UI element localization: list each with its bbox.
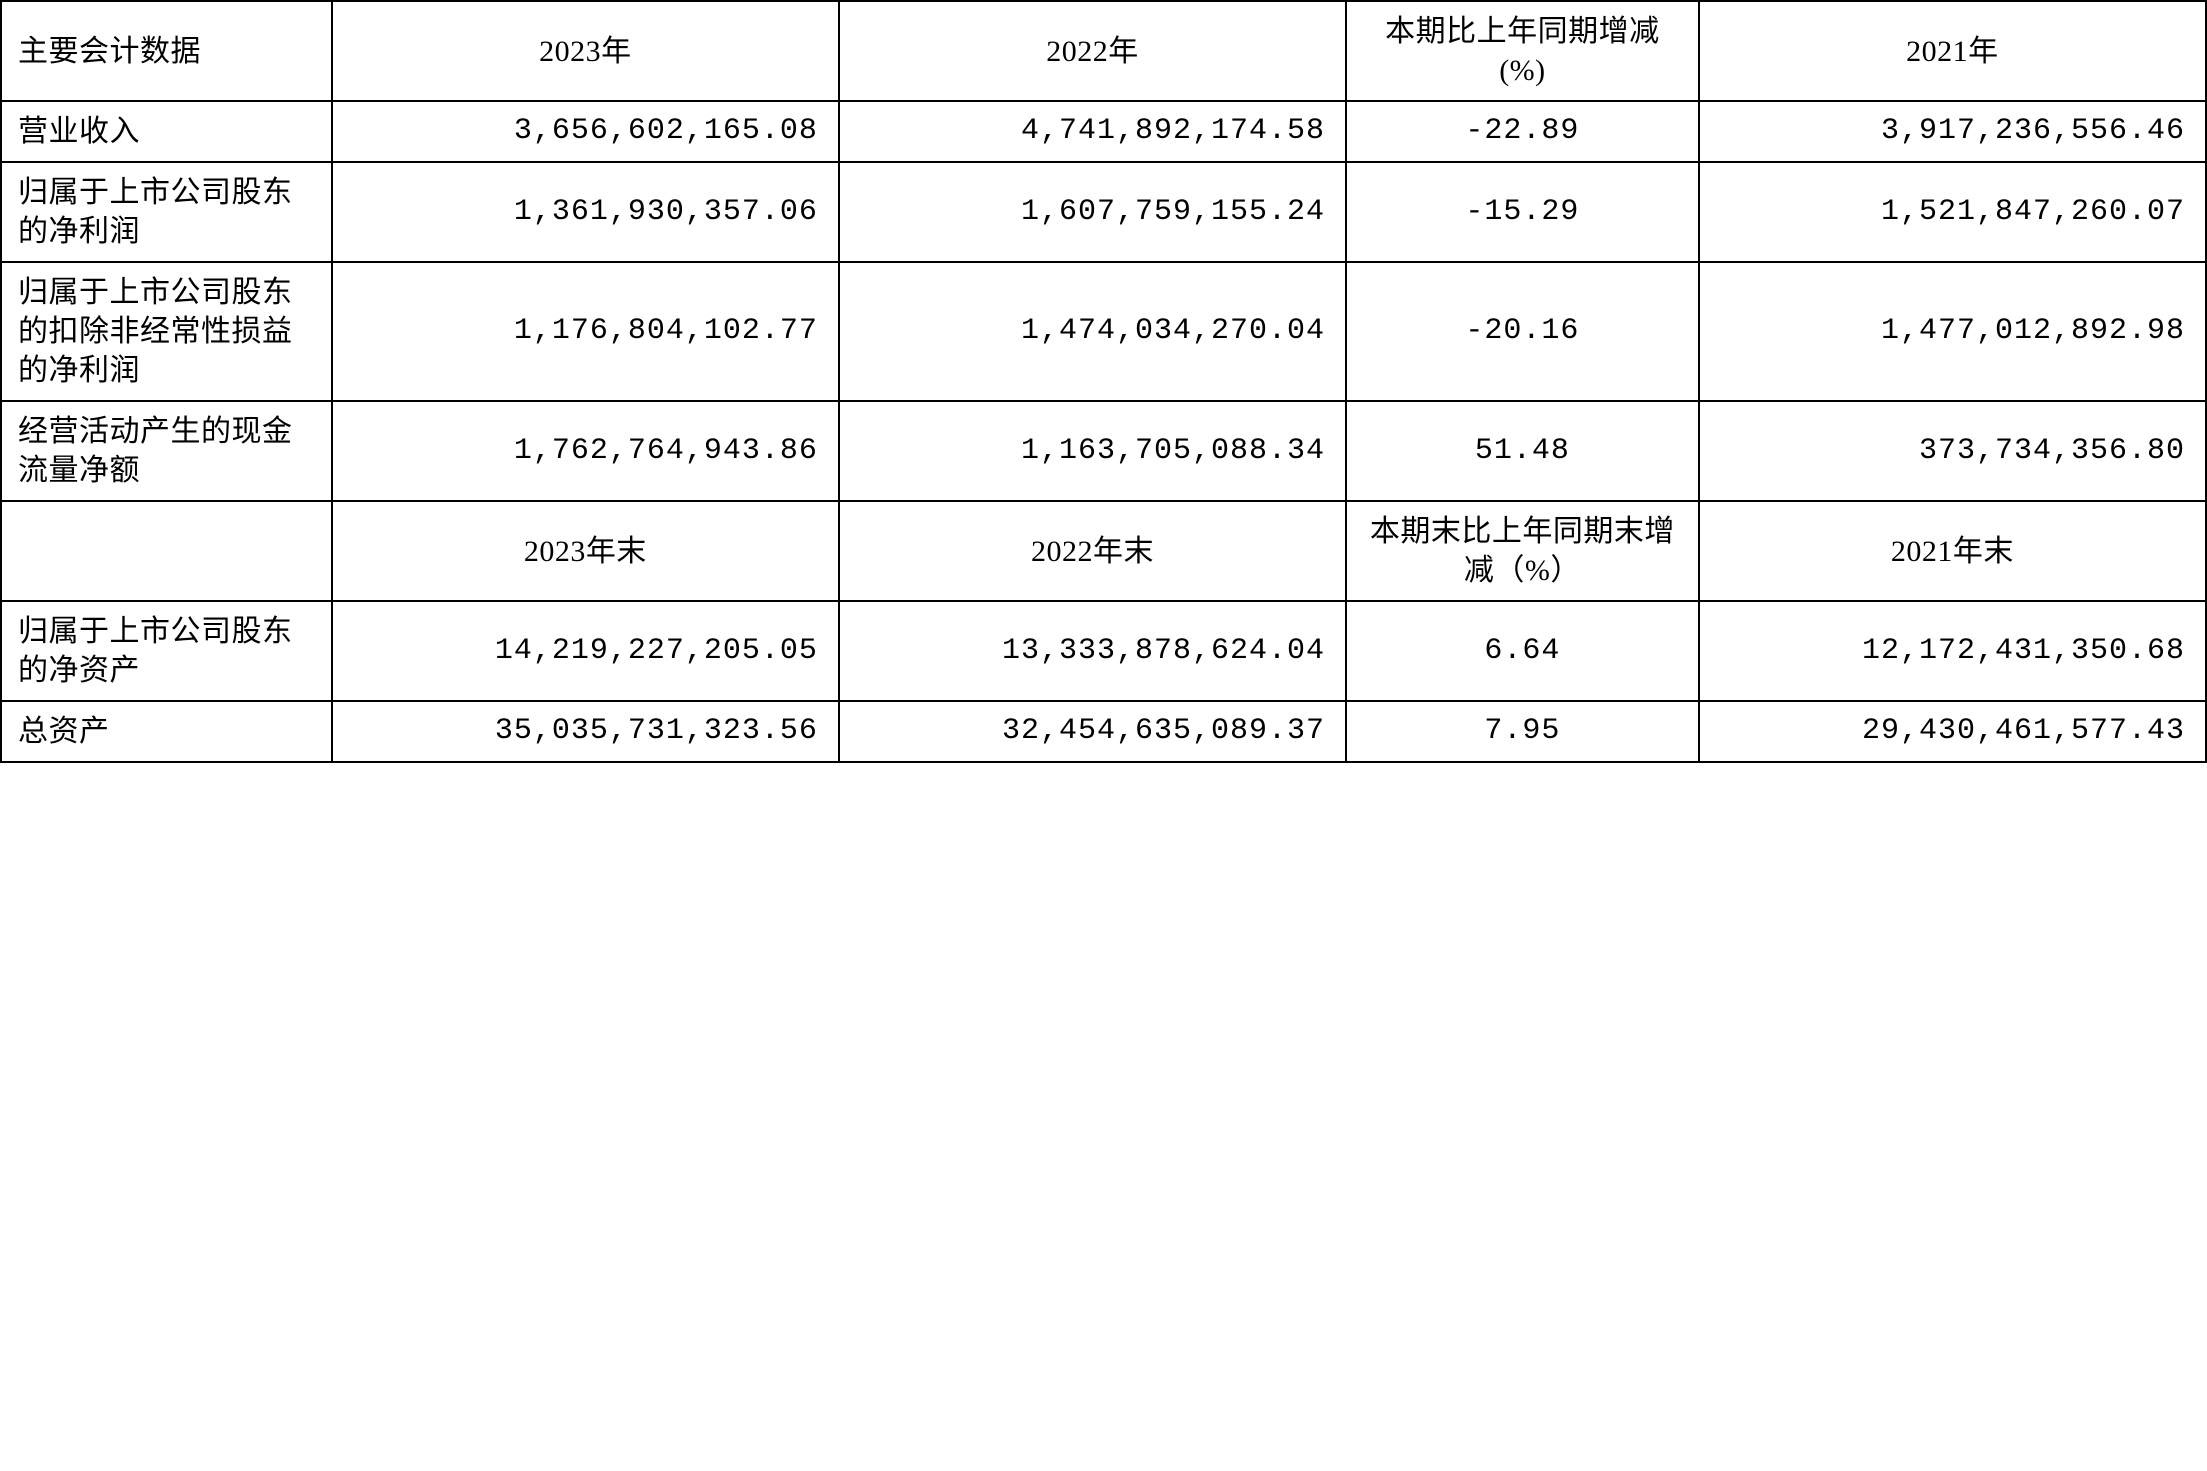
header-label: 主要会计数据 [1,1,332,101]
row-2022: 13,333,878,624.04 [839,601,1346,701]
row-change: 51.48 [1346,401,1699,501]
header-2021: 2021年 [1699,1,2206,101]
header-2022-end: 2022年末 [839,501,1346,601]
row-2022: 1,607,759,155.24 [839,162,1346,262]
row-2021: 1,521,847,260.07 [1699,162,2206,262]
row-change: 6.64 [1346,601,1699,701]
row-label: 总资产 [1,701,332,762]
table-row: 总资产 35,035,731,323.56 32,454,635,089.37 … [1,701,2206,762]
row-label: 归属于上市公司股东的净资产 [1,601,332,701]
row-2023: 14,219,227,205.05 [332,601,839,701]
table-row: 归属于上市公司股东的扣除非经常性损益的净利润 1,176,804,102.77 … [1,262,2206,401]
row-2023: 3,656,602,165.08 [332,101,839,162]
row-2023: 1,361,930,357.06 [332,162,839,262]
row-label: 归属于上市公司股东的扣除非经常性损益的净利润 [1,262,332,401]
header-2021-end: 2021年末 [1699,501,2206,601]
row-2021: 12,172,431,350.68 [1699,601,2206,701]
row-change: -15.29 [1346,162,1699,262]
row-2023: 1,762,764,943.86 [332,401,839,501]
row-change: -20.16 [1346,262,1699,401]
table-row: 营业收入 3,656,602,165.08 4,741,892,174.58 -… [1,101,2206,162]
header-2023-end: 2023年末 [332,501,839,601]
row-2022: 1,474,034,270.04 [839,262,1346,401]
row-2021: 373,734,356.80 [1699,401,2206,501]
row-label: 归属于上市公司股东的净利润 [1,162,332,262]
row-label: 营业收入 [1,101,332,162]
financial-data-table: 主要会计数据 2023年 2022年 本期比上年同期增减(%) 2021年 营业… [0,0,2207,763]
row-2022: 1,163,705,088.34 [839,401,1346,501]
table-header-row-1: 主要会计数据 2023年 2022年 本期比上年同期增减(%) 2021年 [1,1,2206,101]
row-2021: 29,430,461,577.43 [1699,701,2206,762]
table-row: 归属于上市公司股东的净利润 1,361,930,357.06 1,607,759… [1,162,2206,262]
row-2023: 1,176,804,102.77 [332,262,839,401]
header-label-2 [1,501,332,601]
header-change: 本期比上年同期增减(%) [1346,1,1699,101]
row-2021: 3,917,236,556.46 [1699,101,2206,162]
header-2023: 2023年 [332,1,839,101]
row-2021: 1,477,012,892.98 [1699,262,2206,401]
header-2022: 2022年 [839,1,1346,101]
table-header-row-2: 2023年末 2022年末 本期末比上年同期末增减（%） 2021年末 [1,501,2206,601]
header-change-end: 本期末比上年同期末增减（%） [1346,501,1699,601]
row-2022: 32,454,635,089.37 [839,701,1346,762]
row-change: 7.95 [1346,701,1699,762]
row-2022: 4,741,892,174.58 [839,101,1346,162]
table-row: 经营活动产生的现金流量净额 1,762,764,943.86 1,163,705… [1,401,2206,501]
row-label: 经营活动产生的现金流量净额 [1,401,332,501]
row-2023: 35,035,731,323.56 [332,701,839,762]
table-row: 归属于上市公司股东的净资产 14,219,227,205.05 13,333,8… [1,601,2206,701]
row-change: -22.89 [1346,101,1699,162]
